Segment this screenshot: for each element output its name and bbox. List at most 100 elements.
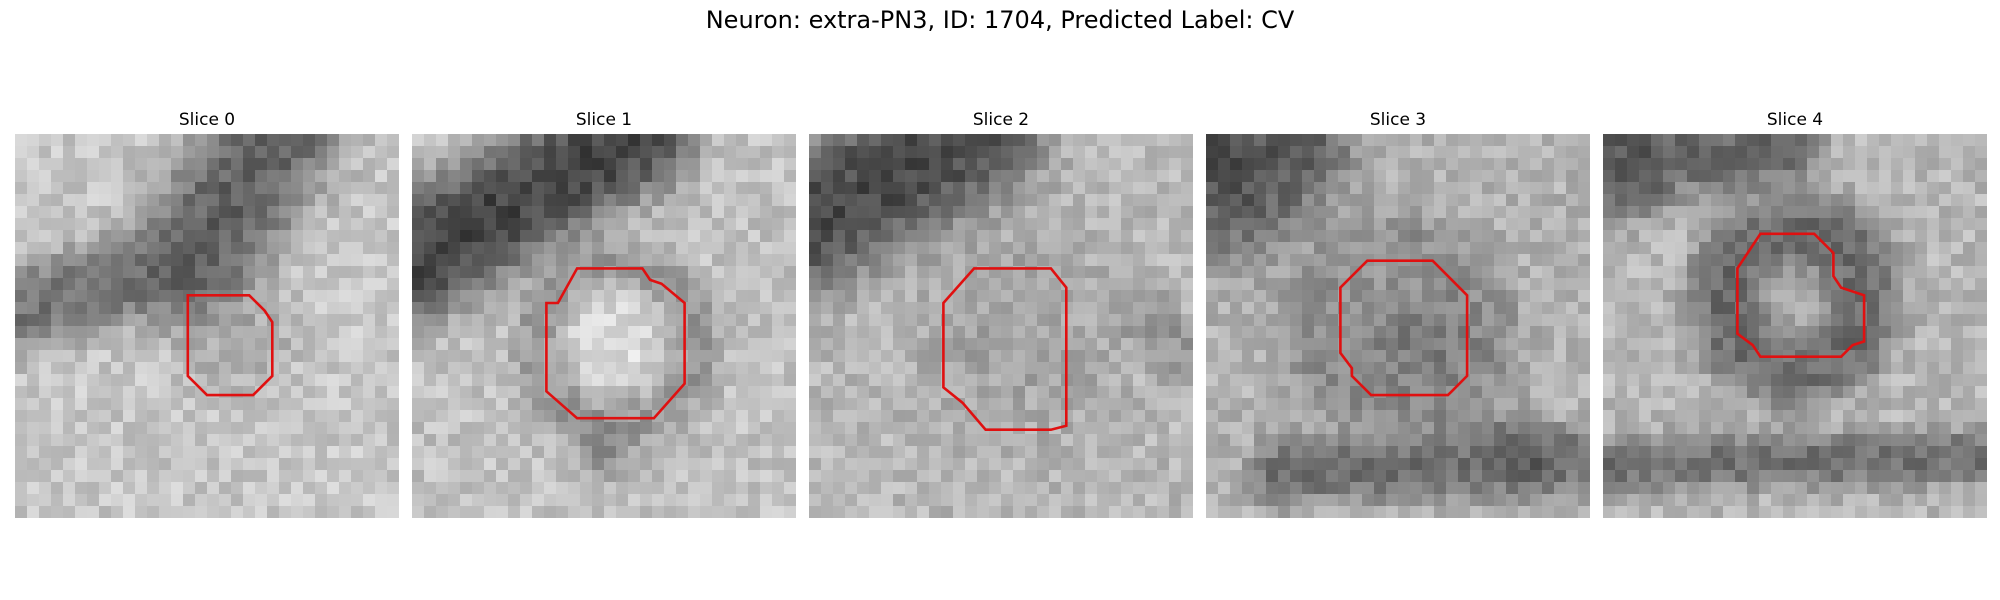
pixel-cell [833,146,846,159]
pixel-cell [748,278,761,291]
pixel-cell [1242,422,1255,435]
pixel-cell [1085,482,1098,495]
pixel-cell [195,386,208,399]
pixel-cell [1759,146,1772,159]
pixel-cell [1085,506,1098,518]
pixel-cell [1747,350,1760,363]
pixel-cell [1554,374,1567,387]
pixel-cell [1350,254,1363,267]
pixel-cell [1470,218,1483,231]
pixel-cell [760,410,773,423]
pixel-cell [712,314,725,327]
pixel-cell [520,422,533,435]
pixel-cell [279,206,292,219]
pixel-cell [905,398,918,411]
pixel-cell [27,350,40,363]
pixel-cell [1759,290,1772,303]
pixel-cell [1302,458,1315,471]
pixel-cell [1254,302,1267,315]
pixel-cell [784,446,796,459]
pixel-cell [195,170,208,183]
pixel-cell [1218,206,1231,219]
pixel-cell [1181,386,1193,399]
pixel-cell [1290,494,1303,507]
pixel-cell [99,494,112,507]
pixel-cell [1085,350,1098,363]
pixel-cell [87,434,100,447]
pixel-cell [1338,398,1351,411]
pixel-cell [1145,314,1158,327]
pixel-cell [1675,254,1688,267]
pixel-cell [857,482,870,495]
pixel-cell [1037,230,1050,243]
pixel-cell [833,242,846,255]
pixel-cell [965,422,978,435]
pixel-cell [1206,170,1219,183]
pixel-cell [87,458,100,471]
pixel-cell [1639,326,1652,339]
pixel-cell [809,314,822,327]
pixel-cell [1807,314,1820,327]
pixel-cell [1037,362,1050,375]
pixel-cell [1230,446,1243,459]
pixel-cell [1699,326,1712,339]
pixel-cell [303,206,316,219]
pixel-cell [1518,266,1531,279]
pixel-cell [1867,254,1880,267]
pixel-cell [1554,458,1567,471]
pixel-cell [821,158,834,171]
pixel-cell [424,182,437,195]
pixel-cell [1314,458,1327,471]
pixel-cell [917,446,930,459]
pixel-cell [219,278,232,291]
pixel-cell [267,482,280,495]
pixel-cell [833,170,846,183]
pixel-cell [881,506,894,518]
pixel-cell [941,410,954,423]
pixel-cell [929,182,942,195]
pixel-cell [51,242,64,255]
pixel-cell [592,446,605,459]
pixel-cell [496,326,509,339]
pixel-cell [1097,170,1110,183]
pixel-cell [1699,434,1712,447]
pixel-cell [460,302,473,315]
pixel-cell [1578,482,1590,495]
pixel-cell [387,374,399,387]
pixel-cell [1795,194,1808,207]
pixel-cell [712,374,725,387]
pixel-cell [1482,266,1495,279]
pixel-cell [532,194,545,207]
pixel-cell [1049,218,1062,231]
pixel-cell [845,410,858,423]
pixel-cell [1482,290,1495,303]
pixel-cell [1771,410,1784,423]
pixel-cell [1386,314,1399,327]
pixel-cell [1663,350,1676,363]
pixel-cell [1350,494,1363,507]
pixel-cell [75,194,88,207]
pixel-cell [568,458,581,471]
pixel-cell [1145,422,1158,435]
pixel-cell [1145,278,1158,291]
pixel-cell [1109,326,1122,339]
pixel-cell [580,302,593,315]
pixel-cell [712,386,725,399]
pixel-cell [580,398,593,411]
pixel-cell [99,242,112,255]
pixel-cell [51,494,64,507]
pixel-cell [1627,230,1640,243]
pixel-cell [195,374,208,387]
pixel-cell [580,482,593,495]
pixel-cell [484,146,497,159]
pixel-cell [1687,218,1700,231]
pixel-cell [1879,386,1892,399]
pixel-cell [1470,494,1483,507]
pixel-cell [207,326,220,339]
pixel-cell [375,434,388,447]
pixel-cell [1218,278,1231,291]
pixel-cell [183,470,196,483]
pixel-cell [1434,146,1447,159]
pixel-cell [1001,326,1014,339]
pixel-cell [1639,290,1652,303]
